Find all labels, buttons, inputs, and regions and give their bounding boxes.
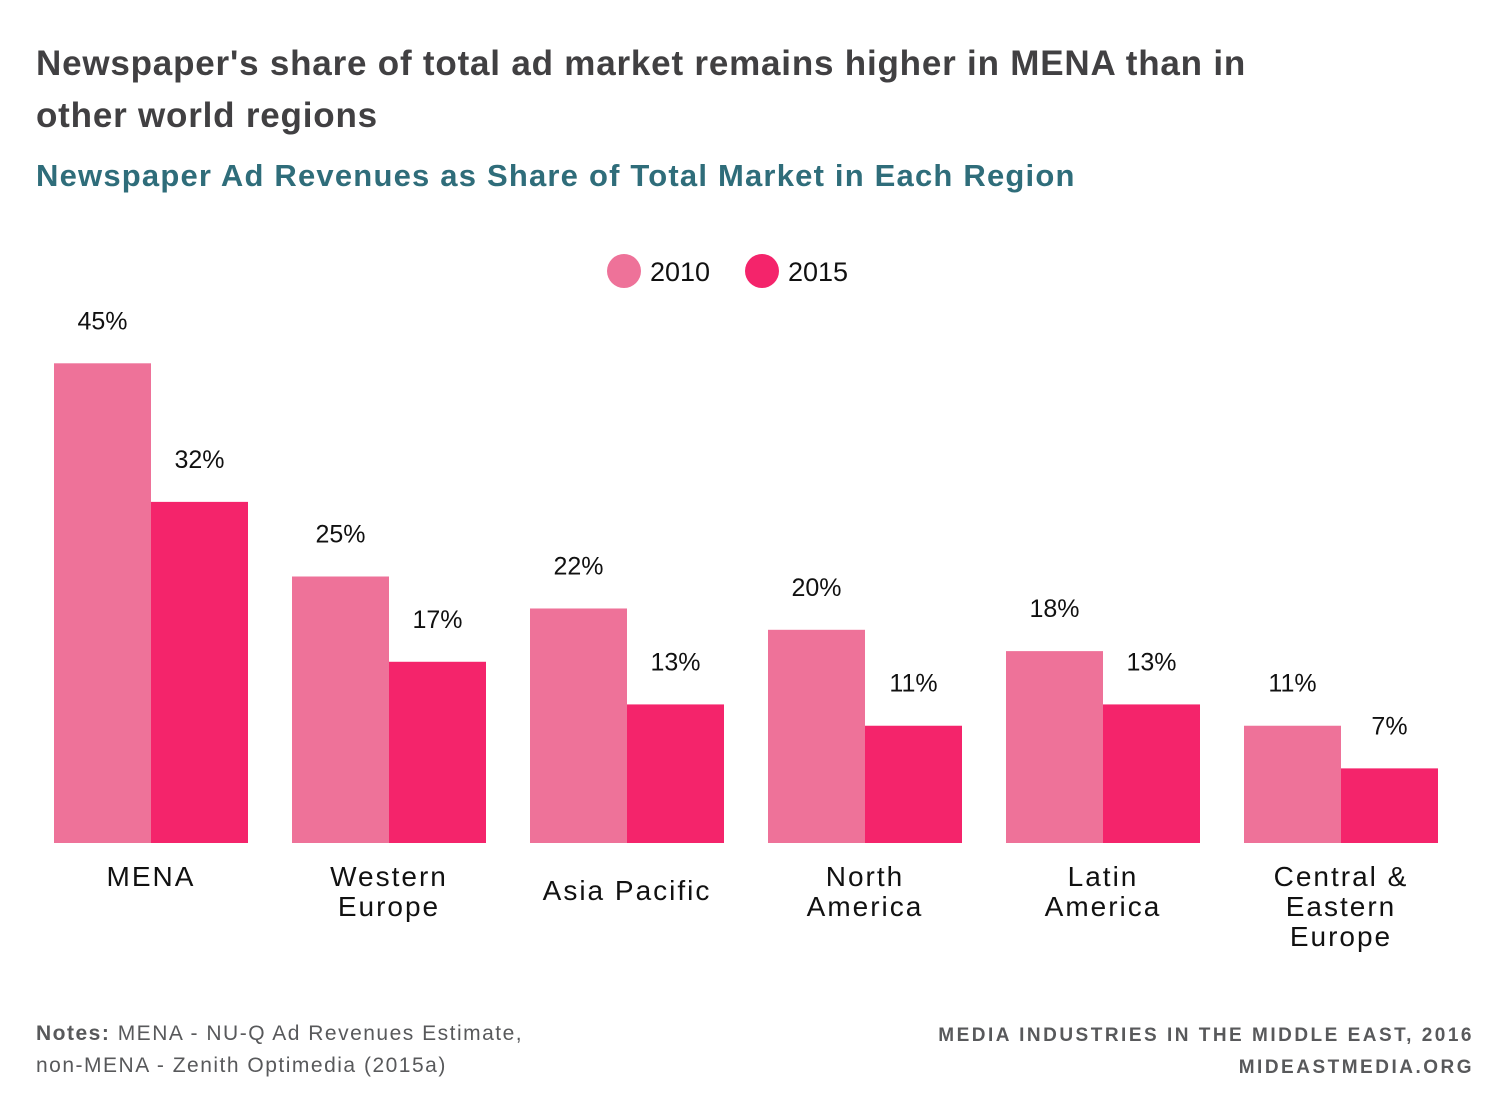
bar-2010-2 — [530, 608, 627, 843]
credit: MEDIA INDUSTRIES IN THE MIDDLE EAST, 201… — [938, 1020, 1474, 1084]
category-labels: MENA Western Europe Asia Pacific North Americ… — [107, 861, 1409, 952]
notes-label: Notes: — [36, 1022, 111, 1045]
notes-text-line2: non-MENA - Zenith Optimedia (2015a) — [36, 1054, 447, 1077]
notes: Notes: MENA - NU-Q Ad Revenues Estimate,… — [36, 1018, 523, 1082]
category-label-1: Western Europe — [330, 861, 448, 922]
bar-2015-4 — [1103, 704, 1200, 843]
bar-2010-5 — [1244, 725, 1341, 843]
value-label-2015-0: 32% — [174, 446, 224, 474]
value-label-2010-3: 20% — [791, 574, 841, 602]
credit-line1: MEDIA INDUSTRIES IN THE MIDDLE EAST, 201… — [938, 1025, 1474, 1046]
category-label-4: Latin America — [1045, 861, 1162, 922]
bar-2015-3 — [865, 725, 962, 843]
value-label-2010-5: 11% — [1268, 670, 1316, 698]
value-label-2010-1: 25% — [315, 521, 365, 549]
category-label-2: Asia Pacific — [543, 875, 712, 906]
value-label-2015-1: 17% — [412, 606, 462, 634]
value-labels: 45% 32% 25% 17% 22% 13% 20% 11% 18% 13% 11% 7% — [77, 307, 1407, 740]
bar-2015-1 — [389, 661, 486, 843]
chart-title: Newspaper's share of total ad market rem… — [36, 44, 1247, 135]
bar-2015-5 — [1341, 768, 1438, 843]
legend-label-2015: 2015 — [788, 257, 848, 287]
value-label-2010-4: 18% — [1029, 595, 1079, 623]
legend: 2010 2015 — [607, 254, 848, 288]
bar-2010-1 — [292, 576, 389, 843]
value-label-2015-4: 13% — [1126, 648, 1176, 676]
value-label-2010-2: 22% — [553, 552, 603, 580]
notes-text-line1: MENA - NU-Q Ad Revenues Estimate, — [117, 1022, 524, 1045]
value-label-2010-0: 45% — [77, 307, 127, 335]
bar-2015-2 — [627, 704, 724, 843]
chart-subtitle: Newspaper Ad Revenues as Share of Total … — [36, 158, 1076, 193]
category-label-0: MENA — [107, 861, 196, 892]
legend-swatch-2010 — [607, 254, 641, 288]
category-label-3: North America — [807, 861, 924, 922]
legend-label-2010: 2010 — [650, 257, 710, 287]
bar-2010-0 — [54, 363, 151, 843]
credit-line2: MIDEASTMEDIA.ORG — [1238, 1057, 1474, 1078]
value-label-2015-3: 11% — [889, 670, 937, 698]
value-label-2015-2: 13% — [650, 648, 700, 676]
bar-2010-4 — [1006, 651, 1103, 843]
category-label-5: Central & Eastern Europe — [1274, 861, 1409, 952]
bar-chart: 2010 2015 45% 32% 25% 17% 22% 13% 20% 11% 18% 13% 1… — [54, 254, 1438, 952]
value-label-2015-5: 7% — [1371, 712, 1407, 740]
bars — [54, 363, 1438, 843]
bar-2010-3 — [768, 629, 865, 843]
bar-2015-0 — [151, 501, 248, 843]
legend-swatch-2015 — [745, 254, 779, 288]
